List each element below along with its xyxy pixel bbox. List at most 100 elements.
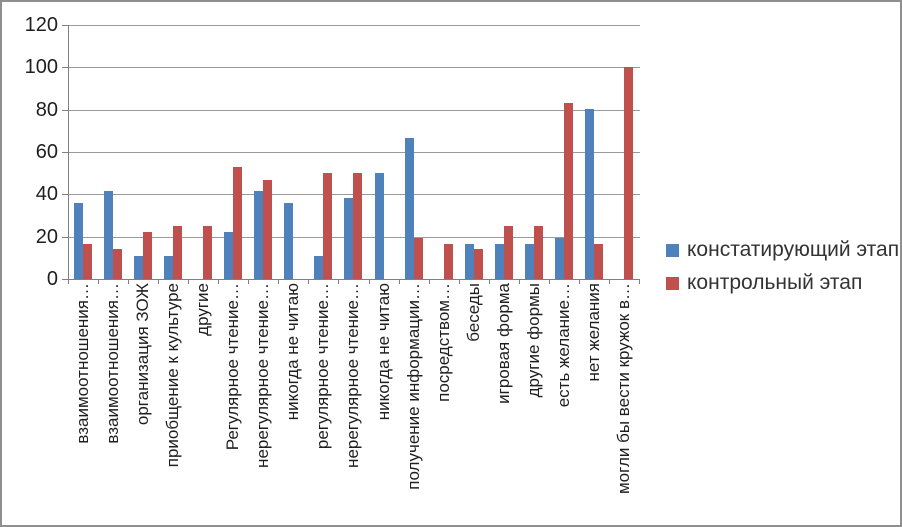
y-axis-tick: [62, 279, 68, 280]
bar-control: [594, 244, 603, 279]
x-axis-category-label: Регулярное чтение…: [223, 283, 242, 451]
bar-control: [203, 226, 212, 279]
y-axis-tick-label: 40: [35, 183, 58, 205]
x-axis-tick: [639, 280, 640, 284]
bar-constating: [74, 203, 83, 279]
bar-constating: [585, 109, 594, 279]
y-axis-tick: [62, 67, 68, 68]
legend-label: контрольный этап: [687, 271, 863, 294]
gridline: [68, 67, 640, 68]
bar-control: [83, 244, 92, 279]
legend-item-constating: констатирующий этап: [666, 238, 899, 262]
y-axis-line: [68, 25, 69, 279]
bar-control: [353, 173, 362, 279]
x-axis-tick: [429, 280, 430, 284]
x-axis-tick: [98, 280, 99, 284]
x-axis-tick: [609, 280, 610, 284]
bar-control: [474, 249, 483, 279]
legend: констатирующий этап контрольный этап: [666, 238, 899, 304]
x-axis-category-label: получение информации…: [404, 283, 423, 490]
bar-constating: [224, 232, 233, 279]
y-axis-tick: [62, 194, 68, 195]
bar-constating: [314, 256, 323, 279]
x-axis-category-label: никогда не читаю: [374, 283, 393, 421]
x-axis-category-label: организация ЗОЖ: [133, 283, 152, 426]
x-axis-tick: [399, 280, 400, 284]
x-axis-category-label: есть желание…: [554, 283, 573, 408]
bar-constating: [284, 203, 293, 279]
x-axis-tick: [68, 280, 69, 284]
bar-constating: [555, 238, 564, 279]
y-axis-tick: [62, 110, 68, 111]
bar-control: [263, 180, 272, 279]
bar-control: [173, 226, 182, 279]
bar-constating: [405, 138, 414, 279]
x-axis-category-label: регулярное чтение…: [313, 283, 332, 450]
x-axis-category-label: нерегулярное чтение…: [343, 283, 362, 468]
x-axis-tick: [369, 280, 370, 284]
x-axis-tick: [338, 280, 339, 284]
bar-control: [233, 167, 242, 279]
bar-constating: [525, 244, 534, 279]
x-axis-tick: [158, 280, 159, 284]
x-axis-category-label: никогда не читаю: [283, 283, 302, 421]
y-axis-tick: [62, 25, 68, 26]
y-axis-tick-label: 120: [24, 14, 58, 36]
bar-control: [143, 232, 152, 279]
x-axis-category-label: нет желания: [584, 283, 603, 382]
legend-swatch-blue-icon: [666, 243, 679, 257]
bar-control: [113, 249, 122, 279]
bar-control: [504, 226, 513, 279]
bar-constating: [104, 191, 113, 279]
x-axis-category-label: взаимоотношения…: [103, 283, 122, 444]
gridline: [68, 25, 640, 26]
bar-control: [534, 226, 543, 279]
bar-constating: [254, 191, 263, 279]
bar-constating: [375, 173, 384, 279]
x-axis-category-label: нерегулярное чтение…: [253, 283, 272, 468]
x-axis-tick: [248, 280, 249, 284]
y-axis-tick-label: 20: [35, 226, 58, 248]
x-axis-tick: [188, 280, 189, 284]
x-axis-category-label: игровая форма: [494, 283, 513, 404]
x-axis-tick: [519, 280, 520, 284]
bar-constating: [134, 256, 143, 279]
x-axis-category-label: могли бы вести кружок в…: [614, 283, 633, 494]
x-axis-tick: [459, 280, 460, 284]
x-axis-tick: [308, 280, 309, 284]
x-axis-tick: [489, 280, 490, 284]
x-axis-tick: [278, 280, 279, 284]
x-axis-category-label: другие: [193, 283, 212, 336]
x-axis-category-label: другие формы: [524, 283, 543, 398]
bar-constating: [465, 244, 474, 279]
y-axis-tick-label: 80: [35, 99, 58, 121]
legend-item-control: контрольный этап: [666, 271, 899, 295]
bar-control: [323, 173, 332, 279]
bar-control: [444, 244, 453, 279]
x-axis-tick: [579, 280, 580, 284]
legend-swatch-red-icon: [666, 276, 679, 290]
y-axis-tick-label: 60: [35, 141, 58, 163]
bar-constating: [495, 244, 504, 279]
y-axis-tick-label: 0: [46, 268, 58, 290]
y-axis-tick: [62, 237, 68, 238]
bar-constating: [164, 256, 173, 279]
y-axis-tick: [62, 152, 68, 153]
bar-control: [624, 67, 633, 279]
bar-constating: [344, 198, 353, 279]
y-axis-tick-label: 100: [24, 56, 58, 78]
bar-control: [564, 103, 573, 279]
x-axis-category-label: приобщение к культуре: [163, 283, 182, 468]
legend-label: констатирующий этап: [687, 238, 900, 261]
gridline: [68, 152, 640, 153]
x-axis-category-label: посредством…: [434, 283, 453, 402]
x-axis-tick: [128, 280, 129, 284]
x-axis-tick: [549, 280, 550, 284]
x-axis-category-label: взаимоотношения…: [73, 283, 92, 444]
x-axis-category-label: беседы: [464, 283, 483, 342]
bar-control: [414, 238, 423, 279]
x-axis-line: [68, 279, 640, 280]
gridline: [68, 110, 640, 111]
x-axis-tick: [218, 280, 219, 284]
